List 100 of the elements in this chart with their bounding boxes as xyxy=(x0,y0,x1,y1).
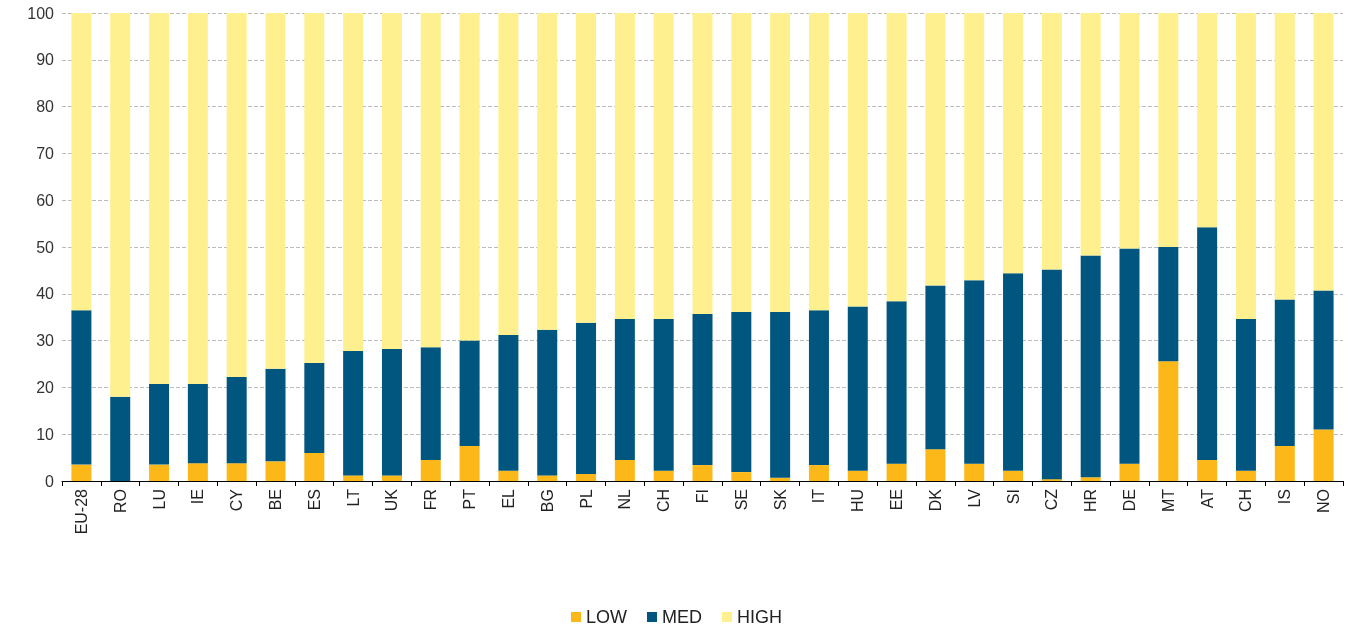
bar xyxy=(576,473,597,481)
x-tick-label: IT xyxy=(810,488,828,504)
x-tick-label: LU xyxy=(150,489,168,510)
bar xyxy=(498,13,519,335)
y-tick-label: 100 xyxy=(27,4,55,22)
x-tick-label: PT xyxy=(461,488,479,510)
bar xyxy=(964,13,985,281)
bar xyxy=(420,347,441,460)
bar xyxy=(886,301,907,464)
x-tick-label: HU xyxy=(849,489,867,513)
x-tick-label: IS xyxy=(1276,489,1294,505)
bar xyxy=(731,472,752,481)
bar xyxy=(847,306,868,471)
bar xyxy=(1158,247,1179,362)
bar xyxy=(226,377,247,464)
bar xyxy=(343,350,364,476)
bar xyxy=(1235,470,1256,481)
bar xyxy=(1080,13,1101,256)
bar xyxy=(1274,13,1295,300)
bar xyxy=(925,13,946,286)
bar xyxy=(1158,361,1179,481)
bar xyxy=(265,461,286,481)
bar xyxy=(576,13,597,323)
bar xyxy=(925,285,946,450)
bar xyxy=(71,310,92,465)
bar xyxy=(770,477,791,481)
bar xyxy=(149,13,170,385)
bar xyxy=(1119,463,1140,481)
bar xyxy=(1080,477,1101,481)
y-tick-label: 20 xyxy=(36,378,55,396)
bar xyxy=(731,13,752,313)
bar xyxy=(1158,13,1179,247)
bar xyxy=(808,310,829,466)
bar xyxy=(110,13,131,397)
bar xyxy=(71,464,92,481)
x-tick-label: NL xyxy=(616,488,634,510)
bar xyxy=(304,13,325,364)
bar xyxy=(692,465,713,481)
x-tick-label: SI xyxy=(1004,489,1022,505)
bar xyxy=(692,13,713,314)
bar xyxy=(1274,445,1295,481)
bar xyxy=(692,313,713,466)
x-tick-label: DK xyxy=(926,488,944,512)
bar xyxy=(614,319,635,460)
bar xyxy=(498,334,519,471)
x-tick-label: LT xyxy=(344,488,362,507)
bar xyxy=(537,329,558,476)
bar xyxy=(187,463,208,481)
x-tick-label: CH xyxy=(655,489,673,513)
x-tick-label: FI xyxy=(694,489,711,504)
bar xyxy=(381,13,402,350)
bar xyxy=(886,13,907,302)
bar xyxy=(110,396,131,481)
bar xyxy=(847,470,868,481)
bar xyxy=(770,13,791,313)
bar xyxy=(187,384,208,464)
bar xyxy=(808,465,829,481)
bar xyxy=(770,312,791,478)
bar xyxy=(1235,319,1256,471)
bar xyxy=(1041,13,1062,270)
legend-label: MED xyxy=(662,607,702,627)
bar xyxy=(149,464,170,481)
x-tick-label: NO xyxy=(1315,489,1333,513)
x-tick-label: IE xyxy=(189,489,207,505)
bar xyxy=(1235,13,1256,320)
x-tick-label: SE xyxy=(732,489,750,511)
bar xyxy=(731,312,752,473)
y-tick-label: 50 xyxy=(36,238,55,256)
x-tick-label: CY xyxy=(228,488,246,512)
bar xyxy=(614,13,635,320)
bar xyxy=(498,470,519,481)
x-tick-label: AT xyxy=(1198,488,1216,509)
x-tick-label: EU-28 xyxy=(72,488,90,535)
bar xyxy=(886,463,907,481)
x-tick-label: PL xyxy=(577,488,595,509)
bar xyxy=(1197,227,1218,460)
bar xyxy=(614,459,635,481)
bar xyxy=(1313,13,1334,291)
y-tick-label: 40 xyxy=(36,285,55,303)
bar xyxy=(847,13,868,307)
bar xyxy=(226,463,247,481)
x-tick-label: HR xyxy=(1082,489,1100,513)
bar xyxy=(71,13,92,311)
bar xyxy=(653,470,674,481)
x-tick-label: RO xyxy=(111,489,129,513)
bar xyxy=(459,13,480,341)
x-tick-label: CH xyxy=(1237,489,1255,513)
y-tick-label: 80 xyxy=(36,98,55,116)
x-tick-label: EL xyxy=(499,488,517,509)
bar xyxy=(964,280,985,464)
bar xyxy=(226,13,247,378)
bar xyxy=(459,340,480,446)
bar xyxy=(420,13,441,348)
x-tick-label: CZ xyxy=(1043,488,1061,511)
bar xyxy=(653,13,674,320)
bar xyxy=(304,363,325,453)
bar xyxy=(808,13,829,311)
y-tick-label: 0 xyxy=(45,472,55,490)
bar xyxy=(1274,299,1295,446)
bar xyxy=(343,475,364,481)
